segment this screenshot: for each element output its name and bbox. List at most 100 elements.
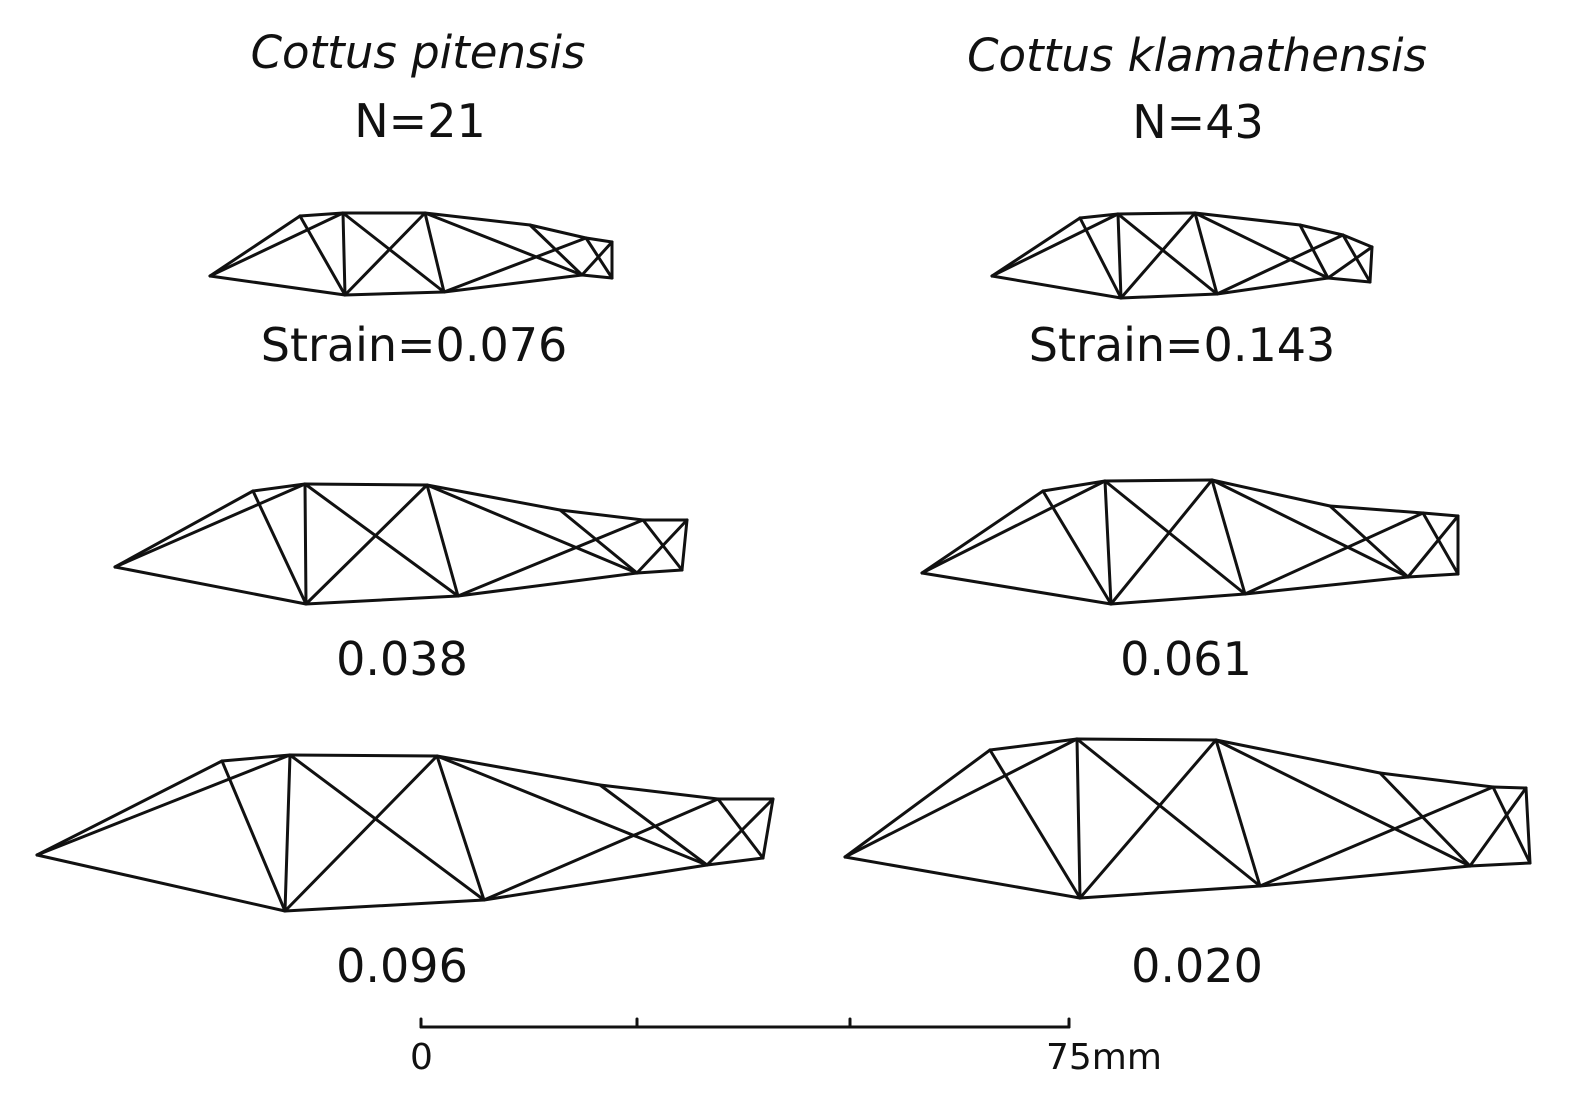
truss-edge <box>1423 513 1458 516</box>
truss-edge <box>1408 516 1458 577</box>
truss-edge <box>285 900 484 911</box>
truss-edge <box>1216 740 1470 866</box>
truss-edge <box>582 275 612 278</box>
truss-edge <box>306 596 458 604</box>
truss-edge <box>1328 278 1370 282</box>
truss-edge <box>1216 740 1260 886</box>
truss-edge <box>437 756 484 900</box>
strain-label-right-1: Strain=0.143 <box>1029 322 1336 368</box>
truss-edge <box>306 485 427 604</box>
truss-edge <box>1216 740 1380 773</box>
truss-edge <box>210 216 300 276</box>
truss-edge <box>1080 886 1260 898</box>
truss-edge <box>1380 773 1470 866</box>
truss-edge <box>992 214 1118 276</box>
strain-label-right-2: 0.061 <box>1120 636 1252 682</box>
truss-edge <box>37 761 222 855</box>
truss-edge <box>1300 225 1343 235</box>
truss-left-2 <box>115 484 687 604</box>
truss-edge <box>1077 739 1080 898</box>
truss-edge <box>1470 863 1530 866</box>
truss-edge <box>845 857 1080 898</box>
truss-edge <box>1212 480 1245 594</box>
truss-edge <box>1260 866 1470 886</box>
truss-edge <box>115 491 253 567</box>
sample-size-right: N=43 <box>1132 99 1264 145</box>
truss-right-1 <box>992 213 1372 298</box>
truss-edge <box>305 484 458 596</box>
truss-edge <box>1080 740 1216 898</box>
truss-edge <box>637 570 682 573</box>
truss-edge <box>1330 506 1408 577</box>
scale-bar <box>421 1019 1069 1027</box>
truss-edge <box>437 756 707 865</box>
truss-edge <box>1370 247 1372 282</box>
truss-edge <box>1121 294 1217 298</box>
truss-edge <box>992 276 1121 298</box>
truss-edge <box>1105 481 1245 594</box>
truss-edge <box>1118 213 1195 214</box>
truss-edge <box>1260 787 1493 886</box>
scale-label-start: 0 <box>410 1040 433 1076</box>
truss-edge <box>37 755 290 855</box>
truss-left-1 <box>210 213 612 295</box>
truss-edge <box>290 755 437 756</box>
truss-edge <box>37 855 285 911</box>
truss-edge <box>992 218 1080 276</box>
truss-right-3 <box>845 739 1530 898</box>
truss-edge <box>484 865 707 900</box>
truss-edge <box>1105 480 1212 481</box>
truss-edge <box>922 491 1043 573</box>
truss-edge <box>1212 480 1408 577</box>
truss-left-3 <box>37 755 773 911</box>
truss-edge <box>427 485 560 510</box>
truss-edge <box>305 484 427 485</box>
truss-edge <box>1043 491 1111 604</box>
truss-edge <box>115 567 306 604</box>
truss-edge <box>1195 213 1300 225</box>
truss-edge <box>285 755 290 911</box>
species-title-right: Cottus klamathensis <box>967 33 1427 78</box>
truss-edge <box>1077 739 1260 886</box>
truss-edge <box>707 858 763 865</box>
truss-edge <box>845 750 990 857</box>
truss-edge <box>345 292 444 295</box>
truss-edge <box>1080 218 1121 298</box>
truss-edge <box>285 756 437 911</box>
truss-edge <box>1330 506 1423 513</box>
truss-edge <box>1077 739 1216 740</box>
truss-edge <box>305 484 306 604</box>
truss-edge <box>1195 213 1328 278</box>
truss-edge <box>1212 480 1330 506</box>
truss-edge <box>210 276 345 295</box>
truss-edge <box>1245 577 1408 594</box>
truss-edge <box>1118 214 1121 298</box>
truss-edge <box>1118 214 1217 294</box>
truss-edge <box>1111 594 1245 604</box>
truss-edge <box>845 739 1077 857</box>
truss-edge <box>922 573 1111 604</box>
truss-edge <box>1526 788 1530 863</box>
truss-edge <box>115 484 305 567</box>
truss-edge <box>210 213 343 276</box>
truss-edge <box>682 520 687 570</box>
truss-edge <box>560 510 637 573</box>
truss-edge <box>222 761 285 911</box>
truss-edge <box>484 799 718 900</box>
strain-label-left-2: 0.038 <box>336 636 468 682</box>
truss-edge <box>300 216 345 295</box>
truss-edge <box>437 756 600 785</box>
truss-edge <box>1493 787 1526 788</box>
scale-label-end: 75mm <box>1046 1040 1162 1076</box>
truss-edge <box>1380 773 1493 787</box>
sample-size-left: N=21 <box>354 98 486 144</box>
truss-edge <box>1195 213 1217 294</box>
truss-edge <box>922 481 1105 573</box>
truss-edge <box>427 485 637 573</box>
truss-edge <box>1408 574 1458 577</box>
truss-right-2 <box>922 480 1458 604</box>
truss-edge <box>253 491 306 604</box>
truss-edge <box>343 213 345 295</box>
